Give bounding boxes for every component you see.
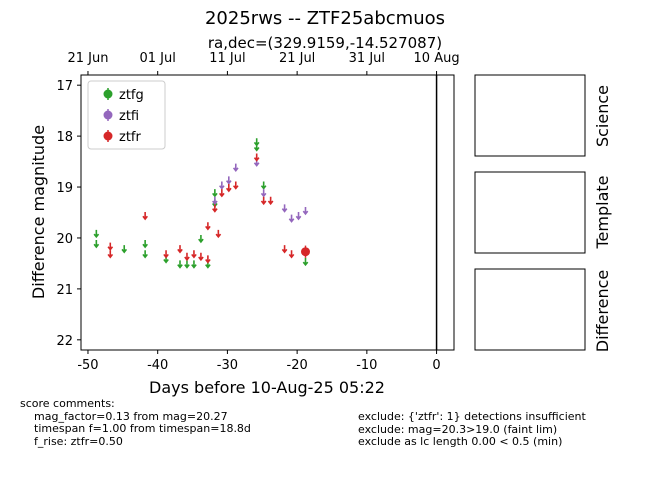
- upper-limit-marker-ztfg: [198, 234, 204, 244]
- chart-subtitle: ra,dec=(329.9159,-14.527087): [207, 34, 443, 52]
- x-axis-label: Days before 10-Aug-25 05:22: [149, 378, 385, 397]
- legend-label-ztfi: ztfi: [119, 109, 139, 124]
- upper-limit-marker-ztfr: [205, 255, 211, 264]
- x-tick-label: -30: [217, 358, 238, 373]
- legend-entry-ztfr: ztfr: [103, 130, 141, 145]
- score-comments-heading: score comments:: [20, 397, 115, 410]
- upper-limit-marker-ztfg: [177, 260, 183, 269]
- upper-limit-marker-ztfr: [198, 252, 204, 262]
- score-comment-line: timespan f=1.00 from timespan=18.8d: [34, 422, 251, 435]
- top-tick-label: 21 Jul: [279, 51, 315, 66]
- template-panel: [474, 171, 586, 254]
- upper-limit-marker-ztfi: [295, 212, 302, 221]
- y-tick-label: 22: [56, 334, 73, 349]
- upper-limit-marker-ztfg: [184, 260, 190, 269]
- legend-entry-ztfg: ztfg: [103, 88, 144, 103]
- detection-point-ztfr: [300, 247, 310, 257]
- x-tick-label: -20: [287, 358, 308, 373]
- top-tick-label: 21 Jun: [67, 51, 108, 66]
- y-tick-label: 20: [56, 232, 73, 247]
- upper-limit-marker-ztfg: [260, 181, 267, 190]
- exclude-comment-line: exclude: mag=20.3>19.0 (faint lim): [358, 422, 558, 436]
- legend-ztfr-marker: [103, 131, 113, 141]
- legend-label-ztfr: ztfr: [119, 130, 141, 145]
- upper-limit-marker-ztfr: [215, 229, 222, 239]
- top-tick-label: 11 Jul: [209, 51, 245, 66]
- legend-label-ztfg: ztfg: [119, 88, 144, 103]
- upper-limit-marker-ztfr: [232, 181, 239, 190]
- plot-frame: [80, 74, 455, 351]
- upper-limit-marker-ztfr: [260, 196, 267, 206]
- upper-limit-marker-ztfr: [225, 184, 232, 193]
- x-tick-label: -10: [356, 358, 377, 373]
- upper-limit-marker-ztfi: [225, 176, 232, 185]
- upper-limit-marker-ztfi: [260, 189, 267, 198]
- x-tick-label: 0: [432, 358, 440, 373]
- science-panel: [474, 74, 586, 157]
- exclude-comments: exclude: {'ztfr': 1} detections insuffic…: [358, 410, 586, 449]
- legend-entry-ztfi: ztfi: [103, 109, 139, 124]
- upper-limit-marker-ztfr: [253, 153, 260, 162]
- upper-limit-marker-ztfi: [281, 204, 288, 213]
- upper-limit-marker-ztfi: [232, 163, 239, 172]
- upper-limit-marker-ztfi: [302, 206, 309, 216]
- upper-limit-marker-ztfr: [191, 250, 197, 259]
- upper-limit-marker-ztfr: [177, 245, 183, 254]
- upper-limit-marker-ztfr: [212, 204, 218, 213]
- upper-limit-marker-ztfg: [142, 250, 148, 259]
- difference-panel: [474, 268, 586, 351]
- y-axis-label: Difference magnitude: [29, 125, 48, 299]
- upper-limit-marker-ztfr: [281, 245, 288, 254]
- top-tick-label: 01 Jul: [140, 51, 176, 66]
- science-panel-label: Science: [593, 85, 612, 147]
- x-tick-label: -40: [147, 358, 168, 373]
- upper-limit-marker-ztfg: [93, 240, 100, 249]
- legend-ztfi-marker: [103, 110, 113, 120]
- upper-limit-marker-ztfg: [212, 189, 218, 198]
- upper-limit-marker-ztfi: [212, 196, 218, 206]
- upper-limit-marker-ztfg: [302, 257, 309, 267]
- top-tick-label: 31 Jul: [349, 51, 385, 66]
- legend: ztfg ztfi ztfr: [87, 80, 166, 150]
- upper-limit-marker-ztfr: [288, 250, 295, 259]
- legend-ztfg-marker: [103, 89, 113, 99]
- upper-limit-marker-ztfg: [191, 260, 197, 269]
- score-comment-line: f_rise: ztfr=0.50: [34, 434, 123, 448]
- x-tick-label: -50: [77, 358, 98, 373]
- exclude-comment-line: exclude as lc length 0.00 < 0.5 (min): [358, 435, 563, 448]
- difference-panel-label: Difference: [593, 270, 612, 352]
- upper-limit-marker-ztfg: [121, 245, 128, 254]
- upper-limit-marker-ztfr: [142, 212, 148, 221]
- y-tick-label: 21: [56, 283, 73, 298]
- upper-limit-marker-ztfr: [107, 242, 114, 251]
- chart-marks: [93, 75, 438, 350]
- score-comments: score comments: mag_factor=0.13 from mag=…: [20, 397, 251, 448]
- y-tick-label: 17: [56, 79, 73, 94]
- chart-title: 2025rws -- ZTF25abcmuos: [204, 8, 445, 29]
- exclude-comment-line: exclude: {'ztfr': 1} detections insuffic…: [358, 410, 586, 423]
- upper-limit-marker-ztfr: [219, 189, 225, 198]
- upper-limit-marker-ztfi: [288, 214, 295, 223]
- y-tick-label: 19: [56, 181, 73, 196]
- score-comment-line: mag_factor=0.13 from mag=20.27: [34, 409, 228, 423]
- top-tick-label: 10 Aug: [414, 51, 460, 66]
- y-tick-label: 18: [56, 130, 73, 145]
- upper-limit-marker-ztfg: [93, 229, 100, 239]
- upper-limit-marker-ztfr: [163, 250, 169, 259]
- upper-limit-marker-ztfr: [107, 250, 114, 259]
- upper-limit-marker-ztfg: [253, 143, 260, 152]
- upper-limit-marker-ztfi: [219, 181, 225, 190]
- upper-limit-marker-ztfr: [205, 222, 211, 231]
- upper-limit-marker-ztfr: [267, 196, 274, 206]
- upper-limit-marker-ztfg: [142, 240, 148, 249]
- template-panel-label: Template: [593, 175, 612, 249]
- upper-limit-marker-ztfr: [184, 252, 190, 262]
